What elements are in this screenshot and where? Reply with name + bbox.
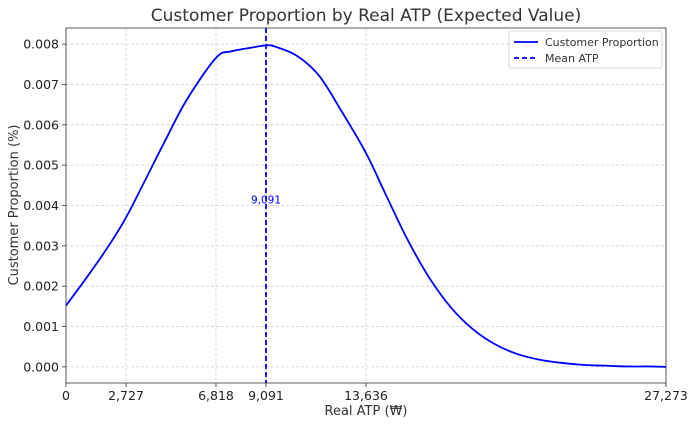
y-tick-label: 0.006 bbox=[23, 117, 59, 132]
x-axis-label: Real ATP (₩) bbox=[325, 404, 408, 419]
y-tick-label: 0.008 bbox=[23, 37, 59, 52]
x-tick-label: 0 bbox=[62, 388, 70, 403]
reference-layer: 9,091 bbox=[251, 28, 281, 383]
mean-atp-annotation: 9,091 bbox=[251, 194, 281, 206]
x-tick-label: 27,273 bbox=[644, 388, 688, 403]
y-tick-label: 0.001 bbox=[23, 319, 59, 334]
y-tick-label: 0.004 bbox=[23, 198, 59, 213]
y-tick-label: 0.003 bbox=[23, 238, 59, 253]
legend: Customer Proportion Mean ATP bbox=[508, 30, 663, 69]
y-tick-label: 0.005 bbox=[23, 158, 59, 173]
series-layer bbox=[65, 44, 667, 368]
legend-label-mean-atp: Mean ATP bbox=[545, 52, 599, 65]
y-tick-label: 0.000 bbox=[23, 359, 59, 374]
x-tick-label: 6,818 bbox=[198, 388, 234, 403]
customer-proportion-line bbox=[65, 44, 667, 368]
y-tick-label: 0.002 bbox=[23, 279, 59, 294]
grid-layer bbox=[65, 28, 667, 383]
y-axis-label: Customer Proportion (%) bbox=[7, 125, 22, 286]
chart-title: Customer Proportion by Real ATP (Expecte… bbox=[151, 6, 581, 26]
x-tick-label: 9,091 bbox=[248, 388, 284, 403]
legend-label-customer-proportion: Customer Proportion bbox=[545, 36, 659, 49]
x-tick-label: 2,727 bbox=[108, 388, 144, 403]
ticks-layer: 0 2,727 6,818 9,091 13,636 27,273 0.000 0.001 0.… bbox=[23, 37, 688, 403]
legend-box bbox=[508, 30, 663, 69]
x-tick-label: 13,636 bbox=[344, 388, 388, 403]
y-tick-label: 0.007 bbox=[23, 77, 59, 92]
